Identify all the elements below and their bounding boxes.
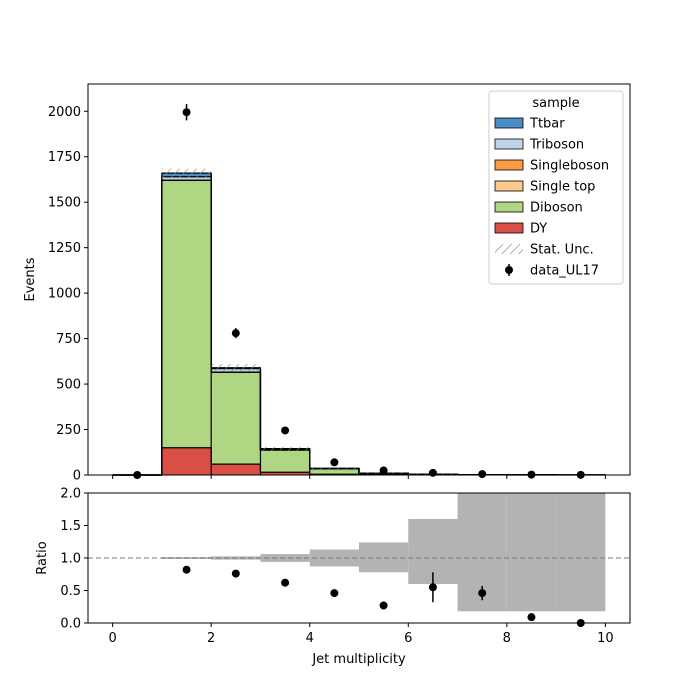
data-point bbox=[231, 329, 240, 338]
y-tick-label: 0 bbox=[73, 469, 81, 484]
y-tick-label: 1750 bbox=[48, 150, 81, 165]
ratio-y-tick-label: 0.5 bbox=[60, 584, 81, 599]
legend-label: Single top bbox=[530, 180, 595, 195]
legend-label: Singleboson bbox=[530, 159, 609, 174]
legend-swatch bbox=[494, 222, 524, 234]
legend-swatch bbox=[494, 201, 524, 213]
ratio-unc-band bbox=[506, 493, 557, 612]
x-tick-label: 6 bbox=[404, 631, 412, 646]
stack-bar-dy bbox=[161, 447, 212, 475]
stat-unc-band bbox=[161, 168, 212, 178]
data-point bbox=[428, 468, 437, 477]
ratio-unc-band bbox=[556, 493, 606, 612]
stack-bar-diboson bbox=[211, 372, 261, 465]
x-axis-label: Jet multiplicity bbox=[311, 652, 406, 667]
ratio-y-tick-label: 1.5 bbox=[60, 519, 81, 534]
data-point bbox=[281, 426, 290, 435]
stack-bar-dy bbox=[260, 472, 310, 475]
ratio-unc-band bbox=[359, 542, 409, 573]
legend-swatch bbox=[494, 159, 524, 171]
y-tick-label: 500 bbox=[56, 378, 81, 393]
ratio-unc-band bbox=[260, 554, 310, 562]
ratio-point bbox=[281, 578, 290, 587]
y-tick-label: 750 bbox=[56, 332, 81, 347]
ratio-unc-band bbox=[309, 549, 359, 567]
stack-bar-diboson bbox=[161, 180, 212, 448]
data-point bbox=[379, 466, 388, 475]
ratio-point bbox=[330, 589, 339, 598]
data-point bbox=[478, 470, 487, 479]
y-axis-label: Events bbox=[23, 257, 38, 301]
y-tick-label: 250 bbox=[56, 423, 81, 438]
ratio-y-tick-label: 2.0 bbox=[60, 487, 81, 502]
ratio-point bbox=[527, 613, 536, 622]
legend-label: Stat. Unc. bbox=[530, 243, 594, 258]
data-point bbox=[182, 108, 191, 117]
ratio-point bbox=[478, 589, 487, 598]
y-tick-label: 1000 bbox=[48, 287, 81, 302]
ratio-point bbox=[428, 583, 437, 592]
stack-bar-dy bbox=[211, 464, 261, 475]
ratio-y-axis-label: Ratio bbox=[35, 541, 50, 574]
legend-label: Ttbar bbox=[529, 117, 565, 132]
y-tick-label: 1500 bbox=[48, 196, 81, 211]
x-tick-label: 0 bbox=[108, 631, 116, 646]
stack-bar-triboson bbox=[161, 176, 212, 181]
legend-swatch-hatch bbox=[495, 244, 523, 254]
legend-label: Triboson bbox=[529, 138, 584, 153]
legend-label: Diboson bbox=[530, 201, 583, 216]
x-tick-label: 2 bbox=[207, 631, 215, 646]
legend-marker bbox=[505, 266, 513, 274]
x-tick-label: 10 bbox=[597, 631, 614, 646]
stat-unc-band bbox=[309, 467, 359, 470]
ratio-point bbox=[182, 565, 191, 574]
stack-bar-diboson bbox=[309, 468, 359, 475]
stat-unc-band bbox=[211, 364, 261, 372]
ratio-panel: 0.0 0.5 1.0 1.5 2.0 0 2 4 6 8 10 Ratio Jet multiplic… bbox=[35, 487, 631, 667]
legend-swatch bbox=[494, 138, 524, 150]
stat-unc-band bbox=[260, 446, 310, 451]
legend-label: data_UL17 bbox=[530, 264, 599, 279]
ratio-point bbox=[379, 601, 388, 610]
data-point bbox=[330, 458, 339, 467]
y-tick-label: 1250 bbox=[48, 241, 81, 256]
main-panel: 0 250 500 750 1000 1250 1500 1750 2000 Events bbox=[23, 83, 631, 484]
legend-swatch bbox=[494, 117, 524, 129]
legend-label: DY bbox=[530, 222, 547, 237]
legend-swatch bbox=[494, 180, 524, 192]
legend-title: sample bbox=[532, 96, 579, 111]
ratio-y-tick-label: 0.0 bbox=[60, 617, 81, 632]
ratio-point bbox=[231, 569, 240, 578]
x-tick-label: 8 bbox=[503, 631, 511, 646]
y-tick-label: 2000 bbox=[48, 105, 81, 120]
main-axes-frame bbox=[87, 83, 631, 476]
stack-bar-diboson bbox=[260, 450, 310, 473]
x-tick-label: 4 bbox=[306, 631, 314, 646]
ratio-y-tick-label: 1.0 bbox=[60, 552, 81, 567]
legend: sample Ttbar Triboson Singleboson Single top… bbox=[488, 90, 624, 285]
